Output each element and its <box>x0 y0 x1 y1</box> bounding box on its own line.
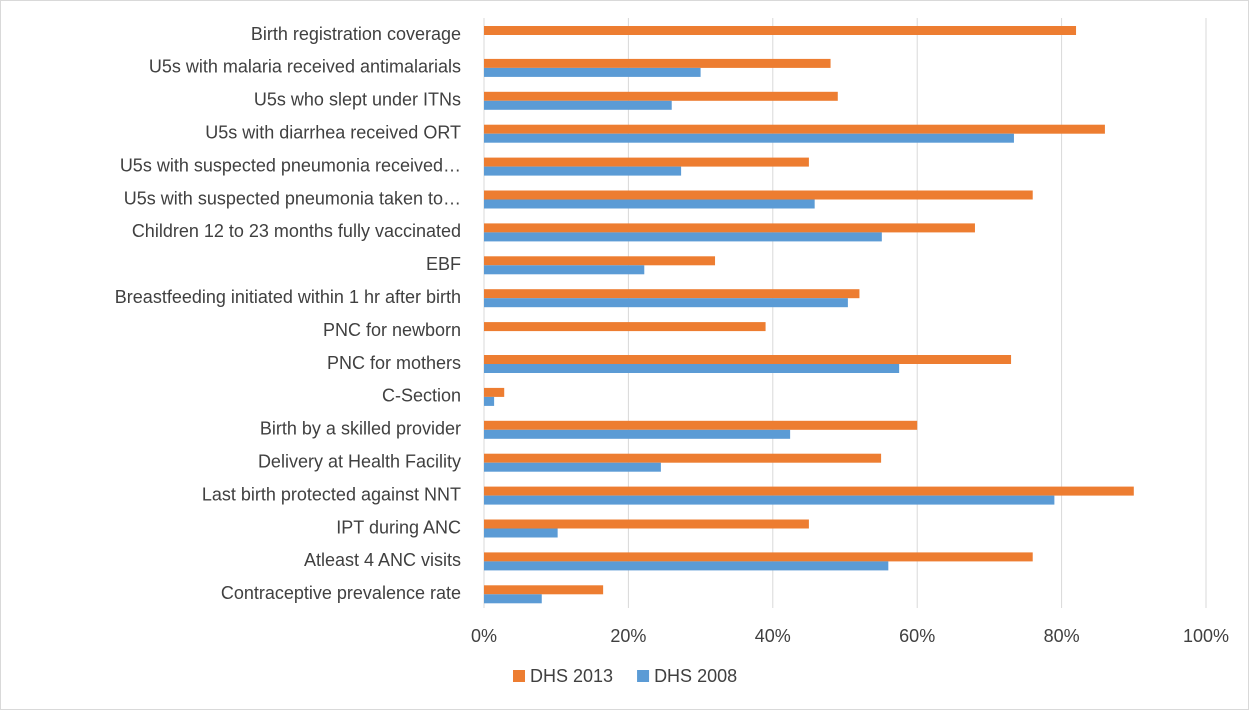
y-tick-label: Delivery at Health Facility <box>258 451 461 471</box>
y-tick-label: U5s with malaria received antimalarials <box>149 57 461 77</box>
bar <box>484 67 701 77</box>
y-tick-label: Birth registration coverage <box>251 24 461 44</box>
bar <box>484 552 1033 562</box>
bar <box>484 58 831 68</box>
bar <box>484 133 1014 143</box>
bar <box>484 100 672 110</box>
bar <box>484 420 918 430</box>
bar <box>484 528 558 538</box>
bar <box>484 26 1077 35</box>
y-tick-label: Breastfeeding initiated within 1 hr afte… <box>115 287 461 307</box>
y-tick-label: Contraceptive prevalence rate <box>221 583 461 603</box>
bar <box>484 223 975 233</box>
bar <box>484 256 716 266</box>
bar <box>484 519 809 529</box>
bar <box>484 462 661 472</box>
bar <box>484 585 604 595</box>
legend-swatch <box>637 670 650 682</box>
legend-label: DHS 2008 <box>654 666 737 686</box>
y-tick-label: PNC for mothers <box>327 353 461 373</box>
bar <box>484 265 645 275</box>
bar <box>484 124 1105 134</box>
bar <box>484 232 882 242</box>
y-tick-label: C-Section <box>382 386 461 406</box>
bar <box>484 594 542 604</box>
bar <box>484 495 1055 505</box>
y-tick-label: Birth by a skilled provider <box>260 419 461 439</box>
bar <box>484 199 815 209</box>
bar <box>484 561 889 571</box>
y-tick-label: EBF <box>426 254 461 274</box>
y-tick-label: U5s with suspected pneumonia taken to… <box>124 188 461 208</box>
x-tick-label: 20% <box>610 626 646 646</box>
bar <box>484 298 848 308</box>
y-tick-label: U5s with diarrhea received ORT <box>205 122 461 142</box>
bar <box>484 190 1033 200</box>
y-tick-label: U5s who slept under ITNs <box>254 90 461 110</box>
bar <box>484 355 1012 364</box>
bar <box>484 166 682 176</box>
x-tick-label: 40% <box>755 626 791 646</box>
x-tick-label: 60% <box>899 626 935 646</box>
bar <box>484 364 900 373</box>
legend-label: DHS 2013 <box>530 666 613 686</box>
bar <box>484 453 882 463</box>
y-tick-label: Children 12 to 23 months fully vaccinate… <box>132 221 461 241</box>
bar <box>484 289 860 299</box>
bar <box>484 486 1134 496</box>
y-tick-label: U5s with suspected pneumonia received… <box>120 155 461 175</box>
bar <box>484 387 505 397</box>
x-tick-label: 0% <box>471 626 497 646</box>
bar <box>484 322 766 332</box>
x-tick-label: 100% <box>1183 626 1229 646</box>
bar <box>484 157 809 167</box>
legend-swatch <box>513 670 525 682</box>
bar <box>484 91 838 101</box>
y-tick-label: PNC for newborn <box>323 320 461 340</box>
y-tick-label: IPT during ANC <box>336 517 461 537</box>
y-tick-label: Atleast 4 ANC visits <box>304 550 461 570</box>
y-tick-label: Last birth protected against NNT <box>202 484 461 504</box>
x-tick-label: 80% <box>1044 626 1080 646</box>
bar <box>484 429 791 439</box>
bar <box>484 396 495 406</box>
